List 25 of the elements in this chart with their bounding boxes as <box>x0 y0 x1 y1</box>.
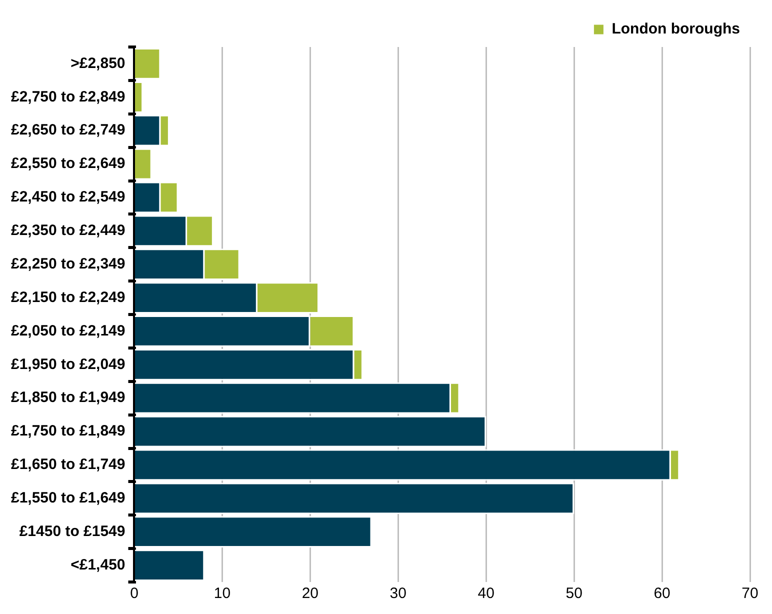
x-tick-label: 60 <box>654 585 670 602</box>
y-tick-label: £2,450 to £2,549 <box>10 188 126 206</box>
y-tick-label: £2,350 to £2,449 <box>10 222 126 240</box>
x-tick-label: 0 <box>130 585 138 602</box>
y-tick-label: £2,550 to £2,649 <box>10 155 126 172</box>
x-tick-label: 70 <box>742 585 758 602</box>
y-tick-label: £1,950 to £2,049 <box>10 356 126 373</box>
x-tick-label: 20 <box>302 585 319 602</box>
y-tick-label: £2,650 to £2,749 <box>10 122 126 139</box>
y-tick-label: £2,150 to £2,249 <box>10 288 126 306</box>
legend-label: London boroughs <box>612 20 740 38</box>
y-tick-label: >£2,850 <box>70 54 126 72</box>
x-tick-label: 30 <box>390 585 406 602</box>
y-tick-label: £2,250 to £2,349 <box>10 255 126 272</box>
y-tick-label: £1,550 to £1,649 <box>10 490 126 507</box>
x-tick-label: 10 <box>214 585 231 602</box>
y-tick-label: £1,750 to £1,849 <box>10 422 126 440</box>
y-tick-label: £1,650 to £1,749 <box>10 456 126 474</box>
y-tick-label: <£1,450 <box>70 556 126 574</box>
y-tick-label: £2,750 to £2,849 <box>10 88 126 106</box>
y-tick-label: £1,850 to £1,949 <box>10 389 126 406</box>
y-tick-label: £2,050 to £2,149 <box>10 322 126 340</box>
x-tick-label: 40 <box>478 585 494 602</box>
y-tick-label: £1450 to £1549 <box>19 522 126 540</box>
x-tick-label: 50 <box>566 585 582 602</box>
